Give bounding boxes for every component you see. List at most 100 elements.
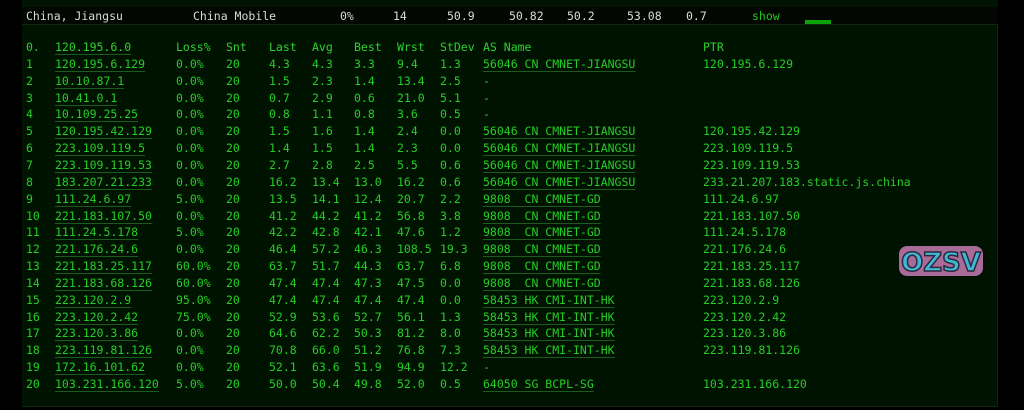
cell-host[interactable]: 111.24.6.97	[55, 191, 132, 206]
cell-last: 47.4	[269, 292, 297, 307]
cell-stdev: 3.8	[440, 208, 461, 223]
cell-as[interactable]: 58453 HK CMI-INT-HK	[483, 326, 615, 341]
cell-host[interactable]: 172.16.101.62	[55, 360, 146, 375]
cell-avg: 42.8	[312, 225, 340, 240]
cell-snt: 20	[226, 343, 240, 358]
cell-stdev: 2.5	[440, 73, 461, 88]
cell-avg: 13.4	[312, 174, 340, 189]
cell-as[interactable]: 9808 CN CMNET-GD	[483, 259, 601, 274]
table-row: 10 221.183.107.50 0.0% 20 41.2 44.2 41.2 56.8 3.…	[22, 209, 997, 225]
cell-host[interactable]: 221.183.107.50	[55, 208, 152, 223]
cell-host[interactable]: 223.119.81.126	[55, 343, 152, 358]
cell-idx: 9	[26, 191, 33, 206]
cell-as[interactable]: 9808 CN CMNET-GD	[483, 242, 601, 257]
cell-avg: 62.2	[312, 326, 340, 341]
cell-idx: 19	[26, 360, 40, 375]
cell-loss: 0.0%	[176, 90, 204, 105]
cell-stdev: 5.1	[440, 90, 461, 105]
cell-idx: 14	[26, 275, 40, 290]
table-row: 2 10.10.87.1 0.0% 20 1.5 2.3 1.4 13.4 2.5 -	[22, 74, 997, 90]
cell-host[interactable]: 223.120.3.86	[55, 326, 139, 341]
summary-worst: 53.08	[627, 9, 662, 23]
cell-ptr: 103.231.166.120	[703, 377, 807, 391]
cell-as[interactable]: 58453 HK CMI-INT-HK	[483, 292, 615, 307]
cell-last: 16.2	[269, 174, 297, 189]
cell-host[interactable]: 10.10.87.1	[55, 73, 125, 88]
cell-best: 13.0	[354, 174, 382, 189]
cell-host[interactable]: 120.195.42.129	[55, 124, 152, 139]
cell-as[interactable]: 56046 CN CMNET-JIANGSU	[483, 174, 636, 189]
cell-wrst: 20.7	[397, 191, 425, 206]
top-strip	[22, 0, 998, 7]
cell-last: 4.3	[269, 56, 290, 71]
cell-idx: 3	[26, 90, 33, 105]
cell-ptr: 233.21.207.183.static.js.china	[703, 174, 911, 189]
cell-last: 50.0	[269, 377, 297, 391]
cell-host[interactable]: 221.176.24.6	[55, 242, 139, 257]
cell-as[interactable]: 9808 CN CMNET-GD	[483, 208, 601, 223]
cell-as[interactable]: 9808 CN CMNET-GD	[483, 225, 601, 240]
cell-idx: 18	[26, 343, 40, 358]
cell-host[interactable]: 103.231.166.120	[55, 377, 159, 391]
cell-snt: 20	[226, 174, 240, 189]
cell-as[interactable]: 64050 SG BCPL-SG	[483, 377, 594, 391]
cell-loss: 60.0%	[176, 259, 211, 274]
cell-as[interactable]: 58453 HK CMI-INT-HK	[483, 309, 615, 324]
cell-ptr: 221.176.24.6	[703, 242, 787, 257]
cell-host[interactable]: 221.183.25.117	[55, 259, 152, 274]
cell-idx: 12	[26, 242, 40, 257]
table-row: 16 223.120.2.42 75.0% 20 52.9 53.6 52.7 56.1 1.3…	[22, 310, 997, 326]
cell-as[interactable]: 56046 CN CMNET-JIANGSU	[483, 56, 636, 71]
cell-host[interactable]: 183.207.21.233	[55, 174, 152, 189]
cell-loss: 0.0%	[176, 242, 204, 257]
cell-ptr: 111.24.6.97	[703, 191, 780, 206]
cell-loss: 0.0%	[176, 174, 204, 189]
cell-ptr: 120.195.42.129	[703, 124, 800, 139]
cell-loss: 0.0%	[176, 73, 204, 88]
cell-host[interactable]: 223.109.119.5	[55, 141, 146, 156]
cell-loss: 60.0%	[176, 275, 211, 290]
cell-as[interactable]: 58453 HK CMI-INT-HK	[483, 343, 615, 358]
show-toggle[interactable]: show	[752, 9, 780, 23]
cell-host[interactable]: 10.109.25.25	[55, 107, 139, 122]
cell-as[interactable]: 56046 CN CMNET-JIANGSU	[483, 157, 636, 172]
cell-host[interactable]: 223.120.2.42	[55, 309, 139, 324]
cell-avg: 66.0	[312, 343, 340, 358]
cell-idx: 1	[26, 56, 33, 71]
cell-host[interactable]: 120.195.6.129	[55, 56, 146, 71]
table-row: 9 111.24.6.97 5.0% 20 13.5 14.1 12.4 20.7 2.2 980…	[22, 192, 997, 208]
cell-as: -	[483, 90, 490, 105]
cell-idx: 8	[26, 174, 33, 189]
cell-host[interactable]: 223.109.119.53	[55, 157, 152, 172]
summary-avg: 50.82	[509, 9, 544, 23]
cell-snt: 20	[226, 275, 240, 290]
cell-as[interactable]: 9808 CN CMNET-GD	[483, 191, 601, 206]
cell-idx: 2	[26, 73, 33, 88]
cell-snt: 20	[226, 157, 240, 172]
cell-idx: 4	[26, 107, 33, 122]
cell-as[interactable]: 56046 CN CMNET-JIANGSU	[483, 124, 636, 139]
header-snt: Snt	[226, 40, 247, 54]
cell-best: 47.4	[354, 292, 382, 307]
cell-ptr: 223.109.119.5	[703, 141, 794, 156]
cell-best: 1.4	[354, 141, 375, 156]
cell-avg: 63.6	[312, 360, 340, 375]
cell-idx: 7	[26, 157, 33, 172]
cell-host[interactable]: 10.41.0.1	[55, 90, 118, 105]
table-header: 0. 120.195.6.0 Loss% Snt Last Avg Best W…	[22, 40, 997, 56]
cell-as[interactable]: 9808 CN CMNET-GD	[483, 275, 601, 290]
cell-best: 1.4	[354, 73, 375, 88]
cell-host[interactable]: 221.183.68.126	[55, 275, 152, 290]
cell-host[interactable]: 223.120.2.9	[55, 292, 132, 307]
cell-as[interactable]: 56046 CN CMNET-JIANGSU	[483, 141, 636, 156]
header-target[interactable]: 120.195.6.0	[55, 40, 132, 54]
cell-ptr: 120.195.6.129	[703, 56, 794, 71]
cell-host[interactable]: 111.24.5.178	[55, 225, 139, 240]
cell-avg: 47.4	[312, 275, 340, 290]
cell-loss: 0.0%	[176, 343, 204, 358]
cell-best: 51.9	[354, 360, 382, 375]
cell-stdev: 0.0	[440, 275, 461, 290]
cell-snt: 20	[226, 360, 240, 375]
cell-snt: 20	[226, 242, 240, 257]
cell-wrst: 52.0	[397, 377, 425, 391]
